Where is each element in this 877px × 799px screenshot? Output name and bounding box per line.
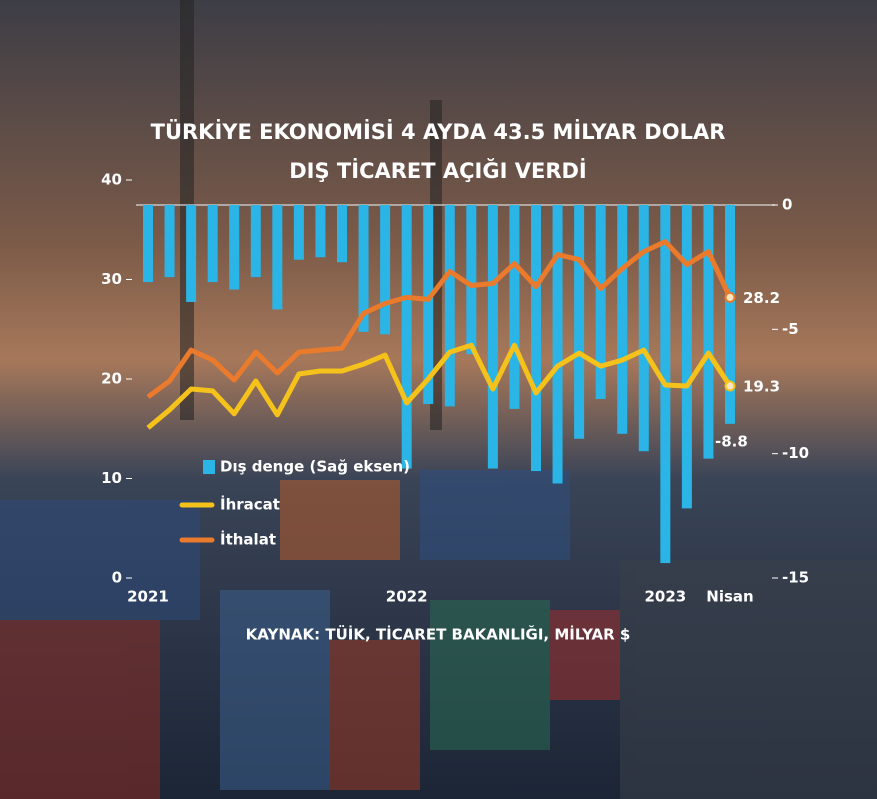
bar (725, 205, 735, 424)
legend-label: İthalat (220, 530, 276, 549)
x-tick-label: 2021 (127, 588, 169, 606)
chart-title: DIŞ TİCARET AÇIĞI VERDİ (289, 158, 587, 183)
bar (186, 205, 197, 302)
bar (638, 205, 649, 452)
source: KAYNAK: TÜİK, TİCARET BAKANLIĞI, MİLYAR … (246, 625, 631, 644)
bar (617, 205, 628, 434)
bar (552, 205, 563, 484)
bar (703, 205, 714, 459)
bar (293, 205, 304, 260)
y-tick-label: 40 (101, 171, 122, 189)
data-label: 28.2 (743, 289, 780, 307)
bar (164, 205, 175, 278)
line (146, 342, 733, 430)
legend-label: Dış denge (Sağ eksen) (220, 458, 410, 476)
line (146, 239, 733, 399)
bar (250, 205, 261, 278)
y-tick-label: 20 (101, 370, 122, 388)
x-tick-label: Nisan (706, 588, 753, 606)
bar (595, 205, 606, 399)
bar (444, 205, 455, 407)
y-tick-label: 10 (101, 469, 122, 487)
bar (401, 205, 412, 469)
bar (315, 205, 326, 258)
x-tick-label: 2022 (386, 588, 428, 606)
bar (358, 205, 369, 332)
bar (509, 205, 520, 409)
bar (466, 205, 477, 355)
bar (574, 205, 585, 439)
bar (337, 205, 347, 263)
bar (681, 205, 692, 509)
y-tick-label: 0 (112, 569, 122, 587)
y2-tick-label: -10 (782, 444, 809, 462)
bar (423, 205, 434, 404)
bar (380, 205, 391, 335)
bar (229, 205, 240, 290)
bar (143, 205, 153, 283)
y2-tick-label: 0 (782, 196, 792, 214)
bar (531, 205, 541, 472)
data-label: -8.8 (715, 432, 748, 450)
x-tick-label: 2023 (644, 588, 686, 606)
chart-title: TÜRKİYE EKONOMİSİ 4 AYDA 43.5 MİLYAR DOL… (151, 119, 726, 144)
y2-tick-label: -5 (782, 320, 799, 338)
y-tick-label: 30 (101, 270, 122, 288)
legend-swatch (203, 460, 215, 474)
bar (487, 205, 498, 469)
bar (272, 205, 283, 310)
end-marker (724, 380, 736, 392)
data-label: 19.3 (743, 377, 780, 395)
bar (207, 205, 218, 283)
y2-tick-label: -15 (782, 569, 809, 587)
end-marker (724, 291, 736, 303)
legend-label: İhracat (220, 495, 280, 514)
